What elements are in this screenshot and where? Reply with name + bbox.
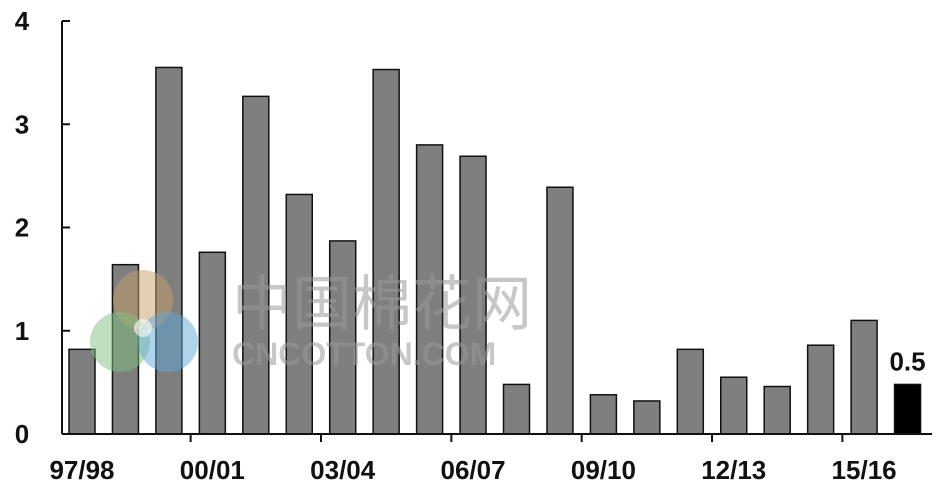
data-label: 0.5 <box>889 346 925 376</box>
x-tick-label: 03/04 <box>310 455 376 485</box>
bar-04-05 <box>372 68 400 435</box>
bar-14-15 <box>806 344 835 435</box>
bars-group <box>68 66 922 435</box>
x-tick-label: 00/01 <box>180 455 245 485</box>
bar-15-16 <box>850 319 878 435</box>
y-tick-label: 4 <box>15 6 30 36</box>
axes-group <box>61 20 932 442</box>
watermark-en-text: CNCOTTON.COM <box>232 336 496 372</box>
x-tick-label: 09/10 <box>571 455 636 485</box>
bar-00-01 <box>198 251 227 435</box>
x-tick-label: 12/13 <box>701 455 766 485</box>
bar-13-14 <box>763 385 791 435</box>
watermark: 中国棉花网 CNCOTTON.COM <box>90 270 532 372</box>
y-tick-label: 1 <box>15 316 29 346</box>
x-tick-label: 06/07 <box>441 455 506 485</box>
x-tick-label: 97/98 <box>49 455 114 485</box>
bar-02-03 <box>285 193 313 435</box>
bar-07-08 <box>502 383 531 435</box>
y-tick-label: 3 <box>15 109 29 139</box>
labels-group: 0 1 2 3 4 97/98 00/01 03/04 06/07 09/10 12/13 15/16… <box>15 6 926 485</box>
watermark-logo-icon <box>138 312 198 372</box>
watermark-logo-icon <box>134 319 152 337</box>
bar-11-12 <box>676 348 705 435</box>
x-tick-label: 15/16 <box>832 455 897 485</box>
bar-09-10 <box>589 394 618 435</box>
bar-01-02 <box>242 95 270 435</box>
bar-05-06 <box>415 144 444 435</box>
bar-08-09 <box>546 186 574 435</box>
bar-12-13 <box>720 376 748 435</box>
watermark-cn-text: 中国棉花网 <box>232 270 532 340</box>
bar-10-11 <box>633 400 661 435</box>
bar-97-98 <box>68 348 96 435</box>
y-tick-label: 0 <box>15 419 29 449</box>
bar-16-17 <box>893 383 922 435</box>
y-tick-label: 2 <box>15 213 29 243</box>
bar-99-00 <box>155 66 183 435</box>
